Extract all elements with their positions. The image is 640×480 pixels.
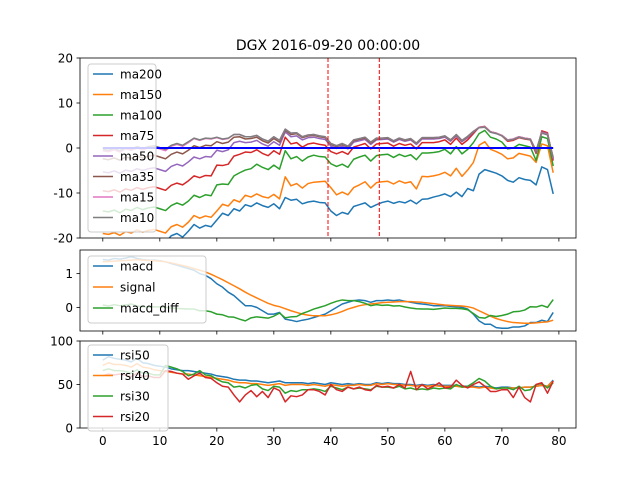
- legend-label: ma100: [120, 109, 162, 123]
- x-tick-label: 40: [323, 434, 338, 448]
- x-tick-label: 30: [266, 434, 281, 448]
- x-tick-label: 20: [209, 434, 224, 448]
- panel-rsi: 0 10 20 30 40 50 60 70 80050100rsi50rsi40rsi30rs…: [50, 335, 577, 448]
- y-tick-label: 20: [58, 52, 73, 66]
- y-tick-label: 0: [65, 422, 73, 436]
- series-line-ma10: [102, 126, 554, 158]
- axes-frame: [79, 340, 577, 429]
- legend-label: signal: [120, 281, 156, 295]
- x-tick-label: 60: [437, 434, 452, 448]
- x-tick-label: 50: [380, 434, 395, 448]
- y-tick-label: 10: [58, 97, 73, 111]
- y-tick-label: 0: [65, 301, 73, 315]
- panel-moving-averages: -20-1001020ma200ma150ma100ma75ma50ma35ma…: [53, 52, 577, 246]
- legend-label: ma200: [120, 68, 162, 82]
- legend-label: ma15: [120, 191, 154, 205]
- legend-box: [87, 344, 169, 432]
- legend: ma200 ma150 ma100 ma75 ma50 ma35 ma15 ma10: [87, 63, 162, 233]
- y-tick-label: -20: [53, 232, 73, 246]
- legend-label: rsi20: [120, 410, 150, 424]
- legend-label: ma35: [120, 170, 154, 184]
- legend: macd signal macd_diff: [87, 255, 207, 324]
- x-tick-label: 70: [494, 434, 509, 448]
- series-line-rsi20: [102, 369, 554, 403]
- legend-label: macd_diff: [120, 302, 179, 316]
- legend-label: ma50: [120, 150, 154, 164]
- y-tick-label: 0: [65, 142, 73, 156]
- legend-label: macd: [120, 260, 153, 274]
- axes-frame: [79, 57, 577, 239]
- series-line-ma200: [152, 166, 554, 238]
- legend-label: ma75: [120, 129, 154, 143]
- axes-frame: [79, 249, 577, 332]
- legend-label: rsi30: [120, 390, 150, 404]
- legend-box: [87, 255, 207, 324]
- y-tick-label: 50: [58, 378, 73, 392]
- plot-area: [102, 355, 554, 403]
- plot-area: [102, 58, 554, 238]
- y-tick-label: 100: [50, 335, 73, 349]
- legend-label: rsi50: [120, 349, 150, 363]
- legend-label: ma10: [120, 211, 154, 225]
- x-tick-label: 80: [551, 434, 566, 448]
- legend-box: [87, 63, 157, 233]
- legend-label: rsi40: [120, 369, 150, 383]
- x-tick-label: 0: [99, 434, 107, 448]
- y-tick-label: 1: [65, 267, 73, 281]
- legend-label: ma150: [120, 88, 162, 102]
- legend: rsi50 rsi40 rsi30 rsi20: [87, 344, 169, 432]
- chart-title: DGX 2016-09-20 00:00:00: [236, 38, 420, 54]
- panel-macd: 0 1 macd signal macd_diff: [65, 249, 577, 335]
- y-tick-label: -10: [53, 187, 73, 201]
- x-tick-label: 10: [152, 434, 167, 448]
